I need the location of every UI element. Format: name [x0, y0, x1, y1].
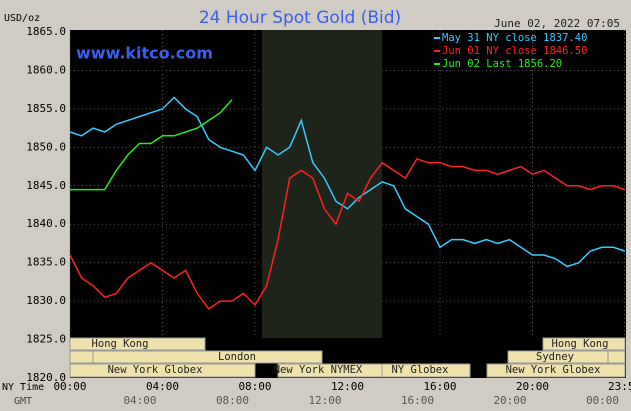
gmt-label: 16:00: [401, 394, 434, 407]
y-unit: USD/oz: [4, 13, 40, 24]
session-label: London: [218, 351, 256, 363]
gmt-label: 20:00: [493, 394, 526, 407]
session-label: Sydney: [536, 351, 574, 363]
session-label: New York Globex: [506, 364, 601, 376]
y-tick-label: 1820.0: [26, 371, 66, 384]
series-line: [69, 96, 626, 268]
session-label: New York NYMEX: [274, 364, 363, 376]
session-box: [69, 363, 256, 378]
session-box: [607, 350, 626, 364]
chart-title: 24 Hour Spot Gold (Bid): [199, 8, 401, 28]
gmt-label: 00:00: [586, 394, 619, 407]
shaded-session: [261, 30, 383, 338]
sessions: Hong Kong Hong Kong London Sydney New Yo…: [69, 337, 626, 378]
session-label: New York Globex: [108, 364, 203, 376]
timestamp: June 02, 2022 07:05: [494, 17, 620, 30]
session-box: [69, 337, 206, 351]
session-box: [69, 350, 94, 364]
series-line: [69, 158, 626, 310]
y-tick-label: 1865.0: [26, 25, 66, 38]
y-tick-label: 1855.0: [26, 102, 66, 115]
session-box: [542, 337, 626, 351]
y-tick-label: 1830.0: [26, 294, 66, 307]
x-tick-label: 23:59: [608, 380, 631, 393]
y-tick-label: 1825.0: [26, 333, 66, 346]
legend-label: Jun 01 NY close 1846.50: [442, 45, 587, 57]
x-tick-label: 20:00: [516, 380, 549, 393]
x-tick-label: 04:00: [146, 380, 179, 393]
legend-label: Jun 02 Last 1856.20: [442, 58, 562, 70]
gmt-label: 08:00: [216, 394, 249, 407]
y-tick-label: 1845.0: [26, 179, 66, 192]
y-tick-label: 1850.0: [26, 140, 66, 153]
session-label: Hong Kong: [92, 338, 149, 350]
x-row-label: GMT: [14, 396, 32, 407]
x-tick-label: 16:00: [423, 380, 456, 393]
x-row-label: NY Time: [2, 382, 44, 393]
x-tick-label: 12:00: [331, 380, 364, 393]
watermark: www.kitco.com: [76, 44, 213, 63]
session-box: [486, 363, 626, 378]
x-tick-label: 08:00: [238, 380, 271, 393]
y-tick-label: 1860.0: [26, 63, 66, 76]
legend-label: May 31 NY close 1837.40: [442, 32, 587, 44]
session-box: [381, 363, 471, 378]
y-tick-label: 1840.0: [26, 217, 66, 230]
gmt-label: 12:00: [308, 394, 341, 407]
series-line: [70, 99, 233, 191]
x-tick-label: 00:00: [53, 380, 86, 393]
session-label: NY Globex: [392, 364, 449, 376]
session-box: [92, 350, 323, 364]
session-label: Hong Kong: [552, 338, 609, 350]
y-tick-label: 1835.0: [26, 256, 66, 269]
gmt-label: 04:00: [123, 394, 156, 407]
